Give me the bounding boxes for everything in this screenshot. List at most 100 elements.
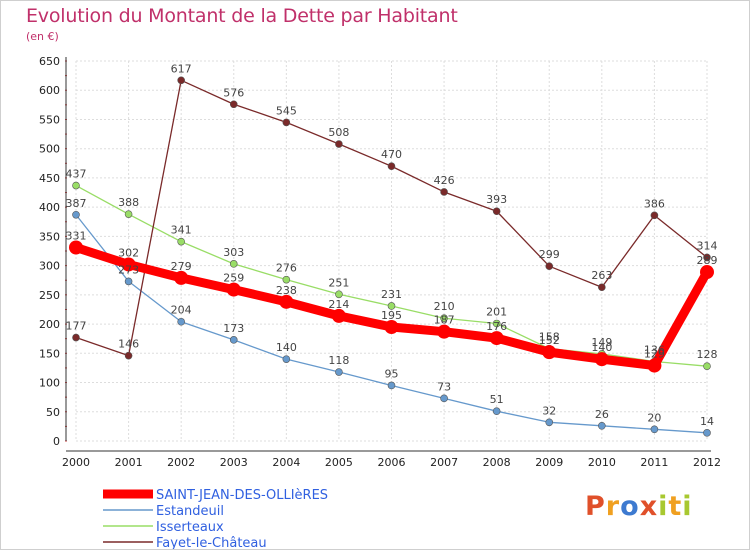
data-label: 118 [328, 354, 349, 367]
data-point [387, 302, 396, 310]
y-tick-label: 0 [53, 435, 60, 448]
data-point [229, 100, 238, 109]
logo-letter: r [605, 491, 621, 522]
data-point [229, 260, 238, 268]
y-tick-label: 550 [39, 113, 60, 126]
data-label: 259 [223, 272, 244, 285]
data-point [650, 211, 659, 220]
data-point [650, 425, 659, 434]
data-label: 387 [66, 197, 87, 210]
data-label: 73 [437, 380, 451, 393]
data-label: 136 [644, 343, 665, 356]
data-point [72, 333, 80, 342]
data-point [279, 294, 294, 309]
data-label: 299 [539, 248, 560, 261]
data-label: 129 [644, 348, 665, 361]
x-tick-label: 2007 [430, 456, 458, 469]
data-label: 263 [591, 269, 612, 282]
data-point [703, 253, 711, 262]
data-label: 238 [276, 284, 297, 297]
data-label: 195 [381, 309, 402, 322]
logo-letter: i [682, 491, 693, 522]
data-label: 140 [276, 341, 297, 354]
data-point [387, 162, 396, 171]
data-label: 32 [542, 404, 556, 417]
data-point [703, 429, 711, 437]
data-point [492, 407, 501, 415]
chart-subtitle: (en €) [26, 30, 59, 43]
data-label: 214 [328, 298, 349, 311]
data-label: 152 [539, 334, 560, 347]
data-label: 576 [223, 86, 244, 99]
data-point [72, 210, 80, 219]
chart-title: Evolution du Montant de la Dette par Hab… [26, 5, 458, 27]
data-label: 470 [381, 148, 402, 161]
y-tick-label: 250 [39, 289, 60, 302]
data-point [387, 381, 396, 390]
data-label: 176 [486, 320, 507, 333]
data-label: 128 [697, 348, 718, 361]
y-tick-label: 50 [46, 406, 60, 419]
data-labels: 331 302 279 259 238 214 195 187 176 152 140 129 289 3… [66, 62, 718, 428]
data-point [647, 358, 662, 373]
chart-legend: SAINT-JEAN-DES-OLLIèRESEstandeuilIsserte… [103, 488, 328, 549]
data-point [492, 319, 501, 328]
legend-label: Isserteaux [156, 520, 224, 535]
data-label: 303 [223, 246, 244, 259]
data-point [335, 368, 343, 376]
data-point [440, 314, 448, 323]
data-point [545, 262, 554, 271]
y-tick-label: 150 [39, 347, 60, 360]
chart-grid [75, 60, 708, 442]
data-label: 140 [591, 341, 612, 354]
x-tick-label: 2000 [62, 456, 90, 469]
data-point [121, 257, 136, 272]
y-tick-label: 300 [39, 260, 60, 273]
data-label: 95 [385, 367, 399, 380]
data-label: 20 [647, 411, 661, 424]
x-tick-label: 2003 [220, 456, 248, 469]
data-point [72, 181, 80, 190]
x-tick-label: 2008 [483, 456, 511, 469]
y-tick-label: 400 [39, 201, 60, 214]
data-label: 388 [118, 196, 139, 209]
data-point [124, 277, 133, 286]
data-label: 508 [328, 126, 349, 139]
data-label: 26 [595, 408, 609, 421]
data-point [545, 418, 554, 427]
y-tick-label: 650 [39, 55, 60, 68]
data-point [69, 240, 83, 255]
y-tick-label: 350 [39, 230, 60, 243]
data-label: 201 [486, 305, 507, 318]
data-point [177, 317, 185, 326]
legend-label: SAINT-JEAN-DES-OLLIèRES [156, 488, 328, 503]
chart-axes: 0 50 100 150 200 250 300 350 400 450 500 550 600 650 2… [39, 55, 721, 469]
data-point [335, 140, 343, 148]
data-label: 173 [223, 322, 244, 335]
data-point [598, 283, 606, 292]
data-point [703, 362, 711, 370]
data-label: 204 [171, 304, 192, 317]
data-point [331, 308, 346, 323]
data-label: 331 [66, 229, 87, 242]
data-point [492, 207, 501, 216]
data-label: 386 [644, 197, 665, 210]
data-label: 146 [118, 338, 139, 351]
data-point [177, 237, 185, 246]
data-point [489, 331, 504, 346]
data-point [282, 275, 291, 284]
data-point [335, 290, 343, 299]
logo-letter: P [585, 491, 606, 522]
data-label: 426 [434, 174, 455, 187]
proxiti-logo: Proxiti [585, 491, 693, 522]
y-tick-label: 500 [39, 143, 60, 156]
x-tick-label: 2010 [588, 456, 616, 469]
y-tick-label: 600 [39, 84, 60, 97]
data-point [124, 351, 133, 360]
data-label: 251 [328, 276, 349, 289]
chart-series [69, 76, 714, 437]
series-1 [72, 210, 711, 437]
data-label: 545 [276, 104, 297, 117]
data-label: 617 [171, 62, 192, 75]
